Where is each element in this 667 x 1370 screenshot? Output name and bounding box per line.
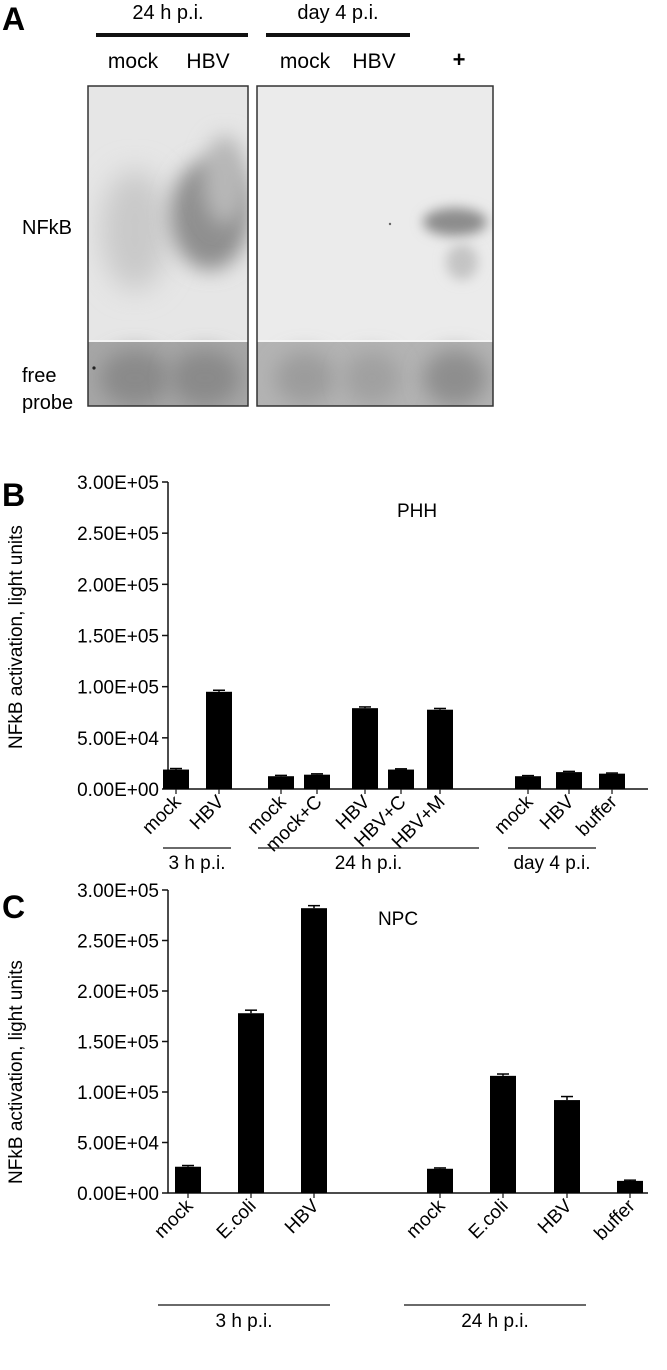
- group-label: 3 h p.i.: [215, 1311, 272, 1332]
- panel-b-title: PHH: [397, 501, 437, 522]
- y-tick-label: 3.00E+05: [77, 881, 159, 902]
- y-tick-label: 2.00E+05: [77, 575, 159, 596]
- y-tick-label: 2.00E+05: [77, 982, 159, 1003]
- bar: [304, 774, 330, 789]
- gel-lane-label: mock: [280, 50, 331, 73]
- bar: [515, 776, 541, 789]
- gel-group-label-24h: 24 h p.i.: [132, 2, 203, 24]
- gel-group-bar-24h: [96, 33, 248, 37]
- gel-frame-day4: [256, 85, 494, 407]
- panel-b-letter: B: [2, 477, 25, 513]
- panel-b-chart: B PHH NFkB activation, light units 0.00E…: [2, 473, 648, 874]
- bar: [556, 772, 582, 789]
- bar: [268, 776, 294, 789]
- gel-lane-label: HBV: [352, 50, 395, 73]
- bar: [427, 1168, 453, 1193]
- x-tick-label: E.coli: [465, 1196, 513, 1244]
- bar: [554, 1100, 580, 1193]
- gel-lane-label: HBV: [186, 50, 229, 73]
- y-tick-label: 3.00E+05: [77, 473, 159, 494]
- bar: [175, 1166, 201, 1193]
- x-tick-label: buffer: [591, 1195, 640, 1244]
- y-tick-label: 0.00E+00: [77, 1184, 159, 1205]
- gel-image-24h: [88, 86, 248, 406]
- y-tick-label: 1.50E+05: [77, 627, 159, 648]
- y-tick-label: 1.50E+05: [77, 1033, 159, 1054]
- x-tick-label: mock: [403, 1195, 450, 1242]
- group-label: 24 h p.i.: [335, 853, 403, 874]
- group-label: 3 h p.i.: [168, 853, 225, 874]
- gel-lane-label: +: [453, 47, 466, 72]
- x-tick-label: HBV: [534, 1195, 577, 1238]
- group-label: day 4 p.i.: [513, 853, 590, 874]
- y-tick-label: 0.00E+00: [77, 780, 159, 801]
- bar: [163, 769, 189, 789]
- bar: [490, 1075, 516, 1193]
- y-tick-label: 2.50E+05: [77, 524, 159, 545]
- x-tick-label: HBV: [186, 791, 229, 834]
- x-tick-label: mock: [491, 791, 538, 838]
- y-tick-label: 2.50E+05: [77, 932, 159, 953]
- panel-a-letter: A: [2, 1, 25, 37]
- bar: [617, 1180, 643, 1193]
- y-tick-label: 5.00E+04: [77, 1134, 159, 1155]
- bar: [206, 691, 232, 789]
- panel-c-y-axis-label: NFkB activation, light units: [6, 960, 27, 1184]
- gel-lane-label: mock: [108, 50, 159, 73]
- x-tick-label: E.coli: [213, 1196, 261, 1244]
- x-tick-label: HBV: [536, 791, 579, 834]
- gel-group-label-day4: day 4 p.i.: [297, 2, 378, 24]
- bar: [427, 709, 453, 789]
- gel-image-day4: [257, 86, 493, 406]
- gel-group-bar-day4: [266, 33, 410, 37]
- gel-row-label-nfkb: NFkB: [22, 217, 72, 239]
- y-tick-label: 5.00E+04: [77, 729, 159, 750]
- panel-c-title: NPC: [378, 909, 418, 930]
- y-tick-label: 1.00E+05: [77, 678, 159, 699]
- gel-row-label-probe: probe: [22, 392, 73, 414]
- gel-frame-24h: [87, 85, 249, 407]
- gel-row-label-free: free: [22, 365, 56, 387]
- panel-a: A 24 h p.i. day 4 p.i. mock HBV mock HBV…: [2, 1, 494, 414]
- group-label: 24 h p.i.: [461, 1311, 529, 1332]
- bar: [352, 708, 378, 789]
- bar: [301, 908, 327, 1193]
- panel-c-chart: C NPC NFkB activation, light units 0.00E…: [2, 881, 648, 1332]
- bar: [238, 1013, 264, 1193]
- x-tick-label: HBV: [281, 1195, 324, 1238]
- bar: [599, 773, 625, 789]
- panel-b-y-axis-label: NFkB activation, light units: [6, 525, 27, 749]
- bar: [388, 769, 414, 789]
- panel-c-letter: C: [2, 889, 25, 925]
- x-tick-label: buffer: [573, 791, 622, 840]
- y-tick-label: 1.00E+05: [77, 1083, 159, 1104]
